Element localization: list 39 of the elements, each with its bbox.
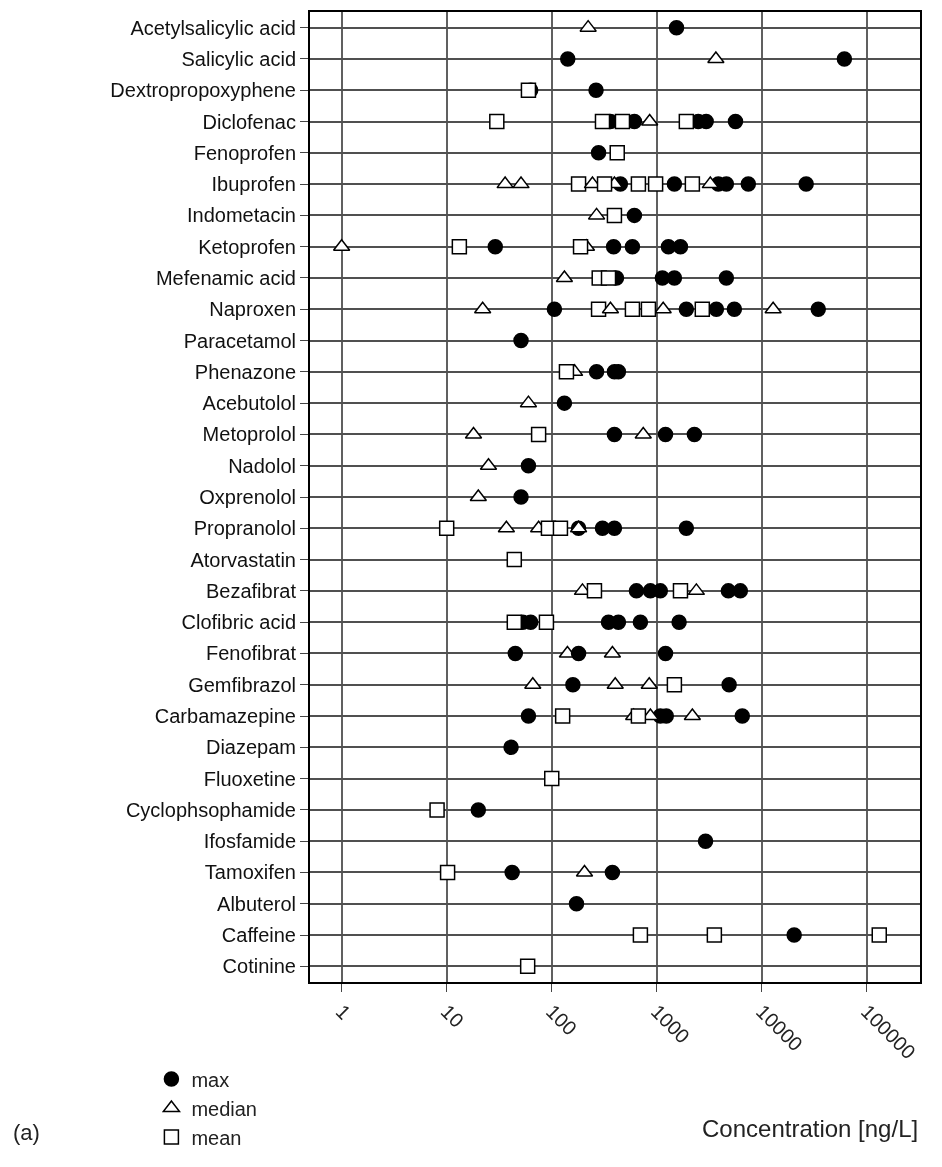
y-tick-label: Fenoprofen (193, 141, 296, 164)
y-tick-label: Nadolol (228, 454, 296, 477)
y-tick-label: Mefenamic acid (155, 266, 296, 289)
y-tick-label: Cyclophsophamide (125, 798, 296, 821)
y-tick-label: Acebutolol (202, 392, 296, 415)
y-tick-label: Caffeine (221, 924, 296, 947)
y-tick-label: Salicylic acid (181, 47, 296, 70)
y-tick-label: Ketoprofen (198, 235, 296, 258)
y-tick-label: Fluoxetine (203, 767, 296, 790)
x-tick-label: 100 (541, 1000, 582, 1040)
y-tick-label: Acetylsalicylic acid (130, 16, 296, 39)
y-tick-label: Cotinine (222, 955, 296, 978)
y-tick-label: Diazepam (205, 736, 296, 759)
x-tick-label: 1 (331, 1000, 356, 1024)
y-tick-label: Ifosfamide (203, 830, 296, 853)
y-tick-label: Phenazone (194, 360, 296, 383)
y-tick-label: Fenofibrat (205, 642, 297, 665)
y-tick-label: Oxprenolol (199, 486, 296, 508)
y-tick-label: Dextropropoxyphene (110, 79, 296, 102)
y-tick-label: Ibuprofen (211, 173, 296, 196)
legend-label: median (191, 1097, 258, 1120)
y-tick-label: Indometacin (187, 204, 296, 227)
x-tick-label: 10 (436, 1000, 469, 1032)
y-tick-label: Atorvastatin (190, 548, 296, 571)
y-tick-label: Propranolol (193, 517, 296, 540)
y-tick-label: Tamoxifen (204, 861, 296, 884)
legend-label: max (191, 1068, 230, 1091)
y-tick-label: Diclofenac (202, 110, 296, 133)
y-tick-label: Clofibric acid (181, 611, 296, 634)
x-axis-title: Concentration [ng/L] (702, 1115, 919, 1142)
y-tick-label: Naproxen (209, 298, 296, 321)
y-tick-label: Bezafibrat (205, 579, 297, 602)
y-tick-label: Gemfibrazol (188, 673, 296, 696)
legend-label: mean (191, 1126, 242, 1149)
y-tick-label: Paracetamol (183, 329, 296, 352)
text: (a) (13, 1120, 40, 1145)
y-tick-label: Carbamazepine (154, 705, 296, 728)
y-tick-label: Albuterol (217, 892, 296, 915)
y-tick-label: Metoprolol (202, 423, 296, 446)
